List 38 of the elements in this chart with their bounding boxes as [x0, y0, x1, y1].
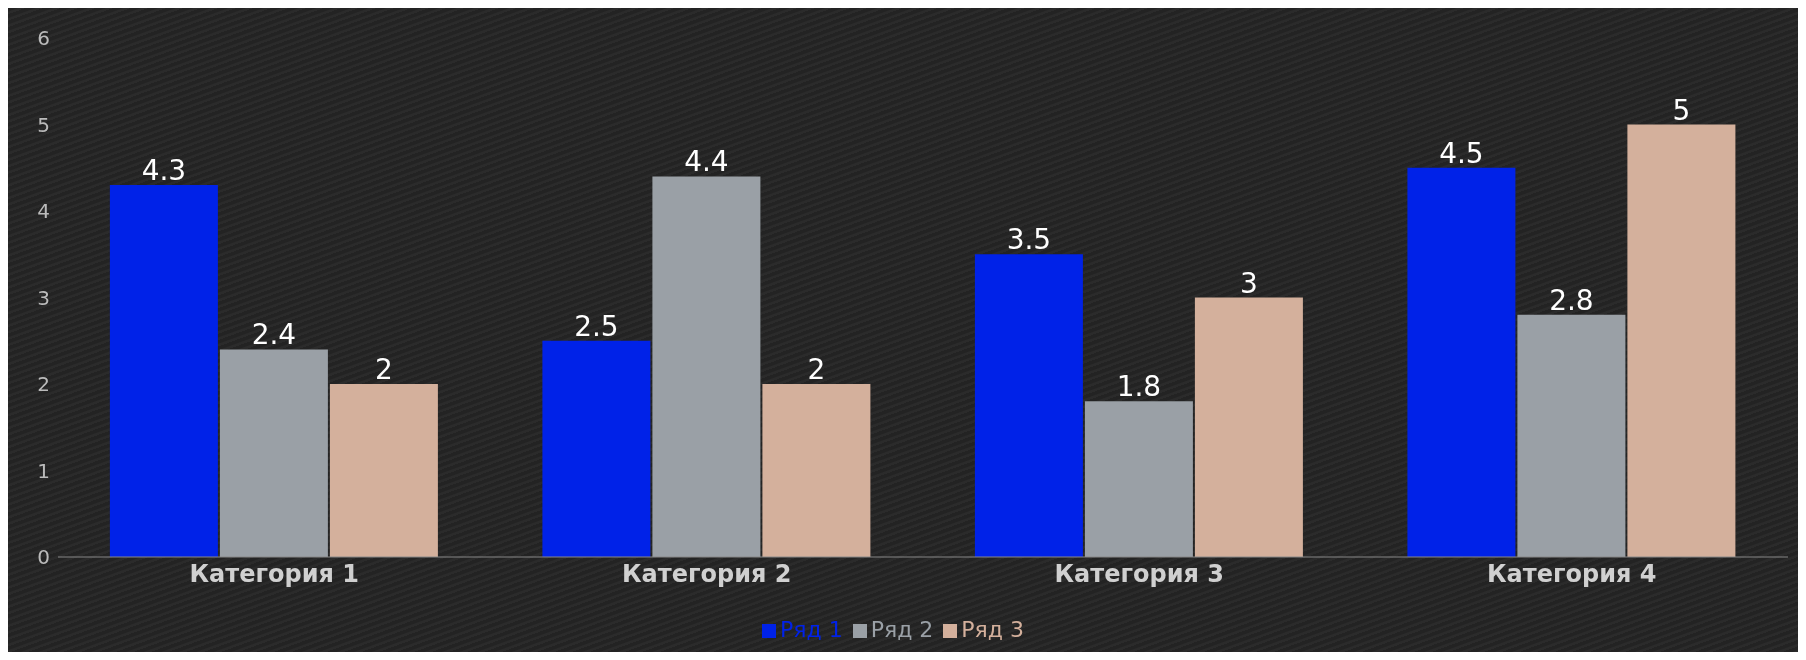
bar	[1407, 167, 1516, 557]
data-label: 2	[374, 353, 393, 386]
legend-label: Ряд 3	[961, 617, 1025, 642]
bar	[974, 254, 1083, 557]
data-label: 4.5	[1439, 136, 1484, 170]
data-label: 4.3	[141, 154, 187, 188]
y-tick-label: 2	[37, 372, 50, 397]
y-tick-label: 4	[37, 199, 50, 224]
bar	[762, 384, 871, 557]
bar	[652, 176, 761, 557]
x-tick-label: Категория 1	[189, 560, 359, 589]
data-label: 3.5	[1006, 223, 1052, 257]
data-label: 2.8	[1549, 283, 1594, 317]
y-tick-label: 6	[37, 26, 50, 51]
bar	[542, 340, 651, 557]
data-label: 2	[807, 353, 826, 386]
legend-label: Ряд 1	[779, 617, 843, 642]
data-label: 3	[1239, 266, 1258, 300]
bar	[109, 185, 218, 557]
data-label: 4.4	[684, 145, 729, 179]
x-tick-label: Категория 3	[1054, 560, 1224, 589]
x-tick-label: Категория 2	[622, 560, 792, 589]
bar	[1084, 401, 1193, 557]
bar	[1627, 124, 1736, 557]
legend-label: Ряд 2	[870, 617, 934, 642]
bar	[1194, 297, 1303, 557]
bar	[1517, 314, 1626, 557]
x-tick-label: Категория 4	[1487, 560, 1657, 589]
y-tick-label: 3	[37, 285, 50, 310]
data-label: 1.8	[1116, 370, 1162, 404]
bar	[219, 349, 328, 557]
bar	[329, 384, 438, 557]
y-tick-label: 1	[37, 458, 50, 483]
data-label: 5	[1672, 93, 1691, 127]
data-label: 2.5	[574, 309, 619, 343]
y-tick-label: 0	[37, 545, 50, 570]
y-tick-label: 5	[37, 112, 50, 137]
data-label: 2.4	[251, 318, 297, 352]
